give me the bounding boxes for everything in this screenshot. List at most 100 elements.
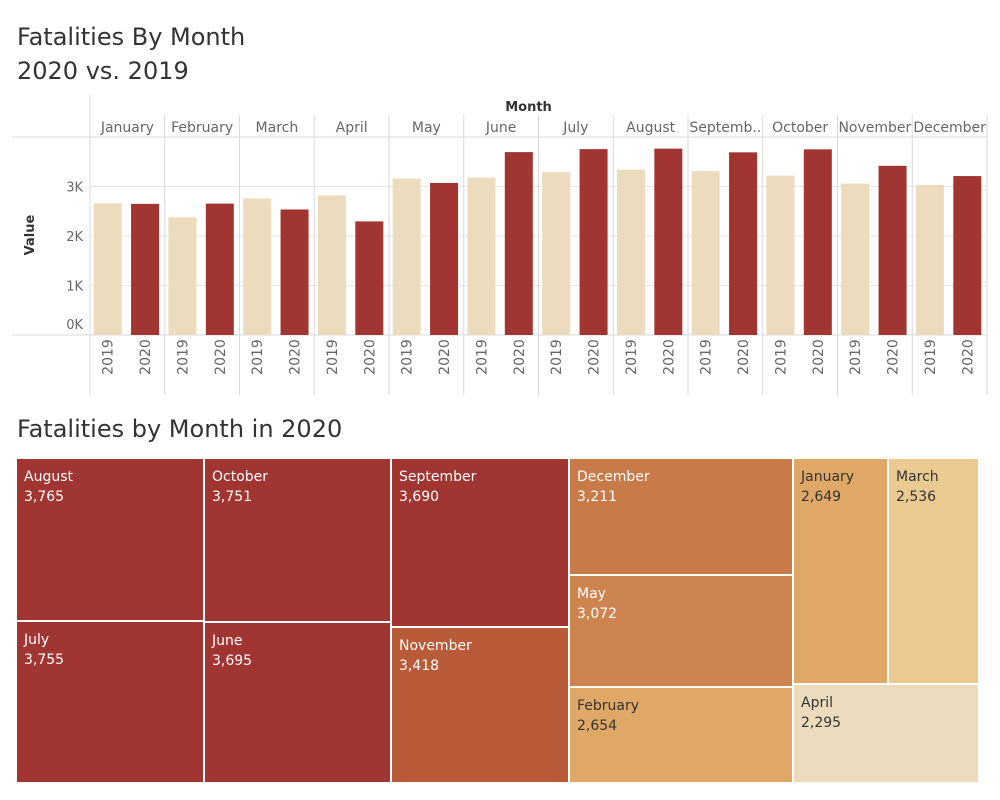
treemap-cell-label: November [399,638,472,654]
year-label: 2020 [288,339,304,375]
year-label: 2019 [101,339,117,375]
treemap-cell: April 2,295 [794,685,980,784]
year-label: 2019 [400,339,416,375]
month-label: March [256,120,299,136]
year-label: 2020 [587,339,603,375]
y-tick-label: 1K [66,280,83,295]
bar-2020 [131,203,160,335]
treemap-cell-label: May [577,586,606,602]
month-label: February [171,120,233,136]
column-header: Month [505,100,552,115]
bar-2019 [168,217,197,335]
bar-2019 [467,177,496,335]
year-label: 2019 [848,339,864,375]
treemap-cell: May 3,072 [570,576,794,688]
treemap-cell-value: 3,211 [577,489,618,505]
chart-title-line1: Fatalities By Month [17,23,246,51]
chart-title: Fatalities By Month 2020 vs. 2019 [17,20,245,88]
bar-2019 [542,172,571,335]
month-label: Septemb.. [689,120,761,136]
year-label: 2020 [512,339,528,375]
year-label: 2019 [923,339,939,375]
y-tick-label: 2K [66,230,83,245]
month-label: June [485,120,517,136]
treemap-cell-value: 3,695 [212,653,253,669]
month-label: May [412,120,441,136]
treemap-cell-value: 3,418 [399,658,440,674]
year-label: 2019 [250,339,266,375]
treemap-cell-label: February [577,698,640,714]
treemap-cell-value: 3,751 [212,489,253,505]
bar-2020 [205,203,234,335]
bar-2020 [878,165,907,335]
bar-2020 [355,221,384,335]
treemap-cell-label: April [801,695,833,711]
year-label: 2020 [138,339,154,375]
year-label: 2020 [437,339,453,375]
bar-2019 [392,178,421,335]
y-tick-label: 3K [66,181,83,196]
treemap-cell: July 3,755 [17,622,205,784]
treemap-cell: September 3,690 [392,459,570,628]
bar-2019 [317,195,346,335]
treemap-title: Fatalities by Month in 2020 [17,415,343,443]
bar-2020 [654,148,683,335]
chart-title-line2: 2020 vs. 2019 [17,57,189,85]
treemap-cell-label: July [24,632,50,648]
treemap-cell: January 2,649 [794,459,889,685]
treemap-cell-label: June [212,633,243,649]
treemap-cell: February 2,654 [570,688,794,784]
bar-2020 [430,182,459,335]
month-label: December [913,120,986,136]
bar-2020 [729,152,758,335]
year-label: 2020 [213,339,229,375]
treemap-cell-value: 2,654 [577,718,618,734]
month-label: August [626,120,676,136]
treemap-cell: December 3,211 [570,459,794,576]
month-label: October [772,120,828,136]
year-label: 2020 [886,339,902,375]
bar-2019 [691,171,720,335]
bar-2019 [616,169,645,335]
year-label: 2020 [736,339,752,375]
year-label: 2019 [474,339,490,375]
bar-chart: Month Value 0K 1K 2K 3K January 2019 2020 Februar… [12,95,988,395]
treemap-cell: October 3,751 [205,459,392,623]
treemap-cell-value: 3,765 [24,489,65,505]
treemap-cell-value: 3,072 [577,606,618,622]
year-label: 2020 [960,339,976,375]
treemap-cell-label: December [577,469,650,485]
treemap-cell-value: 2,295 [801,715,842,731]
treemap-cell-value: 2,536 [896,489,937,505]
year-label: 2020 [661,339,677,375]
bar-2020 [803,149,832,335]
bar-2020 [280,209,309,335]
year-label: 2019 [325,339,341,375]
month-label: April [336,120,368,136]
treemap-cell: June 3,695 [205,623,392,784]
month-label: July [562,120,588,136]
bar-2019 [841,183,870,335]
bar-2020 [953,176,982,335]
month-label: January [100,120,154,136]
year-label: 2020 [362,339,378,375]
treemap-cell-value: 3,690 [399,489,440,505]
treemap-cell-label: August [24,469,73,485]
treemap-cell: March 2,536 [889,459,980,685]
bar-2019 [93,203,122,335]
bar-2019 [766,175,795,335]
treemap-cell: November 3,418 [392,628,570,784]
treemap-cell-label: January [801,469,855,485]
treemap-cell-label: September [399,469,477,485]
month-label: November [838,120,911,136]
year-label: 2020 [811,339,827,375]
year-label: 2019 [549,339,565,375]
treemap-cell-label: March [896,469,939,485]
y-tick-label: 0K [66,318,83,333]
year-label: 2019 [699,339,715,375]
treemap-cell-label: October [212,469,269,485]
bar-2020 [504,152,533,335]
y-axis-label: Value [23,214,38,255]
treemap-cell: August 3,765 [17,459,205,622]
treemap-cell-value: 3,755 [24,652,65,668]
